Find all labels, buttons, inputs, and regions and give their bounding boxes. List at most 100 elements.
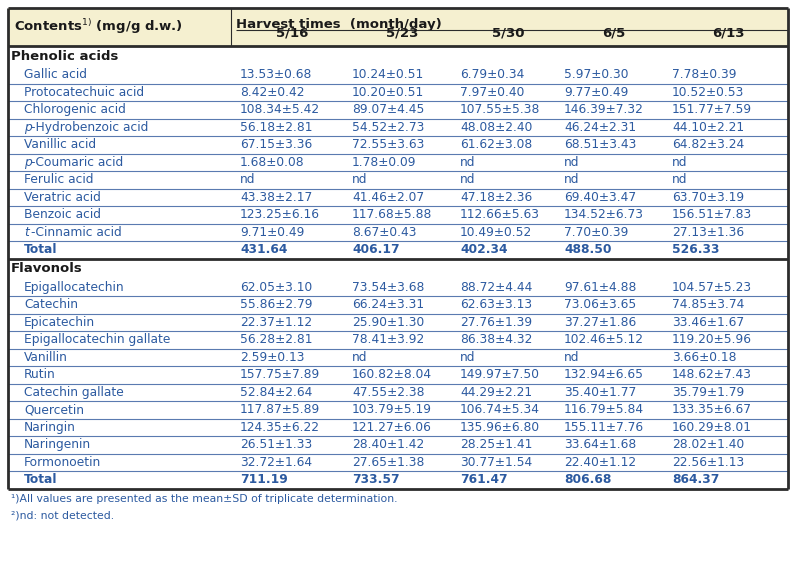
Text: 30.77±1.54: 30.77±1.54 — [460, 456, 533, 469]
Text: Gallic acid: Gallic acid — [24, 69, 87, 81]
Text: Ferulic acid: Ferulic acid — [24, 173, 93, 186]
Text: nd: nd — [564, 156, 579, 169]
Text: 62.63±3.13: 62.63±3.13 — [460, 298, 532, 311]
Text: 66.24±3.31: 66.24±3.31 — [352, 298, 424, 311]
Text: 117.87±5.89: 117.87±5.89 — [240, 403, 320, 416]
Text: 402.34: 402.34 — [460, 243, 508, 256]
Text: 864.37: 864.37 — [672, 473, 720, 486]
Text: 6.79±0.34: 6.79±0.34 — [460, 69, 525, 81]
Text: -Hydrobenzoic acid: -Hydrobenzoic acid — [31, 120, 148, 134]
Text: -Cinnamic acid: -Cinnamic acid — [31, 226, 122, 239]
Text: 28.40±1.42: 28.40±1.42 — [352, 439, 424, 451]
Text: 46.24±2.31: 46.24±2.31 — [564, 120, 636, 134]
Text: Rutin: Rutin — [24, 368, 56, 381]
Text: 61.62±3.08: 61.62±3.08 — [460, 138, 533, 151]
Text: 6/5: 6/5 — [603, 26, 626, 39]
Text: 104.57±5.23: 104.57±5.23 — [672, 281, 752, 293]
Text: 134.52±6.73: 134.52±6.73 — [564, 208, 644, 221]
Text: 68.51±3.43: 68.51±3.43 — [564, 138, 636, 151]
Text: 7.97±0.40: 7.97±0.40 — [460, 86, 525, 99]
Text: 22.37±1.12: 22.37±1.12 — [240, 316, 312, 329]
Text: 806.68: 806.68 — [564, 473, 611, 486]
Text: 86.38±4.32: 86.38±4.32 — [460, 333, 533, 346]
Text: 157.75±7.89: 157.75±7.89 — [240, 368, 320, 381]
Text: Chlorogenic acid: Chlorogenic acid — [24, 103, 126, 116]
Text: 33.46±1.67: 33.46±1.67 — [672, 316, 744, 329]
Text: 25.90±1.30: 25.90±1.30 — [352, 316, 424, 329]
Text: nd: nd — [460, 351, 475, 364]
Text: 37.27±1.86: 37.27±1.86 — [564, 316, 636, 329]
Text: Contents$^{1)}$ (mg/g d.w.): Contents$^{1)}$ (mg/g d.w.) — [14, 18, 183, 37]
Text: 9.71±0.49: 9.71±0.49 — [240, 226, 304, 239]
Text: 62.05±3.10: 62.05±3.10 — [240, 281, 312, 293]
Text: 149.97±7.50: 149.97±7.50 — [460, 368, 540, 381]
Text: 124.35±6.22: 124.35±6.22 — [240, 421, 320, 434]
Text: p: p — [24, 120, 32, 134]
Text: Catechin gallate: Catechin gallate — [24, 386, 123, 399]
Text: 119.20±5.96: 119.20±5.96 — [672, 333, 752, 346]
Text: 88.72±4.44: 88.72±4.44 — [460, 281, 533, 293]
Text: 64.82±3.24: 64.82±3.24 — [672, 138, 744, 151]
Text: -Coumaric acid: -Coumaric acid — [31, 156, 123, 169]
Text: 3.66±0.18: 3.66±0.18 — [672, 351, 736, 364]
Text: 73.06±3.65: 73.06±3.65 — [564, 298, 636, 311]
Text: Vanillin: Vanillin — [24, 351, 68, 364]
Text: 123.25±6.16: 123.25±6.16 — [240, 208, 320, 221]
Text: 5.97±0.30: 5.97±0.30 — [564, 69, 629, 81]
Text: nd: nd — [672, 156, 688, 169]
Bar — [8, 8, 788, 46]
Text: 116.79±5.84: 116.79±5.84 — [564, 403, 644, 416]
Text: 67.15±3.36: 67.15±3.36 — [240, 138, 312, 151]
Text: 2.59±0.13: 2.59±0.13 — [240, 351, 305, 364]
Text: 54.52±2.73: 54.52±2.73 — [352, 120, 424, 134]
Text: 44.10±2.21: 44.10±2.21 — [672, 120, 744, 134]
Text: 406.17: 406.17 — [352, 243, 400, 256]
Text: 133.35±6.67: 133.35±6.67 — [672, 403, 752, 416]
Text: 41.46±2.07: 41.46±2.07 — [352, 191, 424, 204]
Text: nd: nd — [240, 173, 256, 186]
Text: 26.51±1.33: 26.51±1.33 — [240, 439, 312, 451]
Text: 55.86±2.79: 55.86±2.79 — [240, 298, 313, 311]
Text: Flavonols: Flavonols — [11, 262, 83, 275]
Text: nd: nd — [352, 173, 368, 186]
Text: 69.40±3.47: 69.40±3.47 — [564, 191, 636, 204]
Text: nd: nd — [672, 173, 688, 186]
Text: 33.64±1.68: 33.64±1.68 — [564, 439, 636, 451]
Text: 35.79±1.79: 35.79±1.79 — [672, 386, 744, 399]
Text: 488.50: 488.50 — [564, 243, 611, 256]
Text: 8.67±0.43: 8.67±0.43 — [352, 226, 416, 239]
Text: 7.70±0.39: 7.70±0.39 — [564, 226, 628, 239]
Text: nd: nd — [564, 173, 579, 186]
Text: 7.78±0.39: 7.78±0.39 — [672, 69, 736, 81]
Text: 155.11±7.76: 155.11±7.76 — [564, 421, 644, 434]
Text: ¹)All values are presented as the mean±SD of triplicate determination.: ¹)All values are presented as the mean±S… — [11, 494, 397, 505]
Text: 13.53±0.68: 13.53±0.68 — [240, 69, 312, 81]
Text: 135.96±6.80: 135.96±6.80 — [460, 421, 540, 434]
Text: 121.27±6.06: 121.27±6.06 — [352, 421, 432, 434]
Text: 151.77±7.59: 151.77±7.59 — [672, 103, 752, 116]
Text: 761.47: 761.47 — [460, 473, 508, 486]
Text: t: t — [24, 226, 29, 239]
Text: 733.57: 733.57 — [352, 473, 400, 486]
Text: 6/13: 6/13 — [712, 26, 744, 39]
Text: 160.29±8.01: 160.29±8.01 — [672, 421, 752, 434]
Text: 9.77±0.49: 9.77±0.49 — [564, 86, 628, 99]
Text: 711.19: 711.19 — [240, 473, 287, 486]
Text: 1.68±0.08: 1.68±0.08 — [240, 156, 305, 169]
Text: 107.55±5.38: 107.55±5.38 — [460, 103, 540, 116]
Text: Protocatechuic acid: Protocatechuic acid — [24, 86, 144, 99]
Text: 10.20±0.51: 10.20±0.51 — [352, 86, 424, 99]
Text: 148.62±7.43: 148.62±7.43 — [672, 368, 752, 381]
Text: 10.52±0.53: 10.52±0.53 — [672, 86, 744, 99]
Text: 27.76±1.39: 27.76±1.39 — [460, 316, 532, 329]
Text: Phenolic acids: Phenolic acids — [11, 50, 119, 62]
Text: 47.55±2.38: 47.55±2.38 — [352, 386, 424, 399]
Text: ²)nd: not detected.: ²)nd: not detected. — [11, 510, 114, 521]
Text: 52.84±2.64: 52.84±2.64 — [240, 386, 312, 399]
Text: Total: Total — [24, 473, 57, 486]
Text: Total: Total — [24, 243, 57, 256]
Text: 10.24±0.51: 10.24±0.51 — [352, 69, 424, 81]
Text: 28.25±1.41: 28.25±1.41 — [460, 439, 533, 451]
Text: 56.28±2.81: 56.28±2.81 — [240, 333, 313, 346]
Text: 72.55±3.63: 72.55±3.63 — [352, 138, 424, 151]
